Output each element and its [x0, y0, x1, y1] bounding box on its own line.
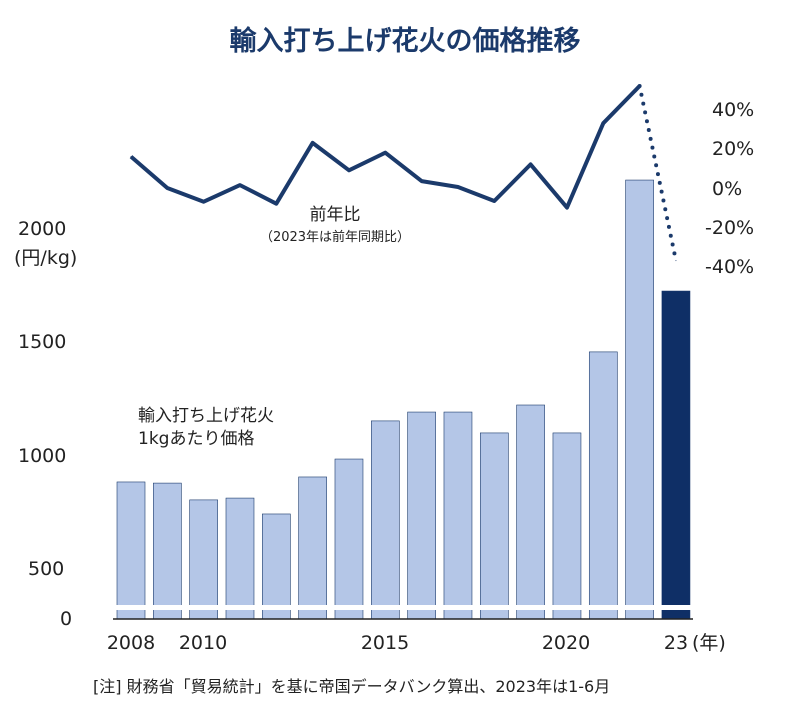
bar-2011	[225, 497, 255, 620]
y-tick-1500: 1500	[18, 331, 66, 353]
bar-series-label-2: 1kgあたり価格	[138, 429, 254, 449]
yoy-point-2021	[602, 122, 604, 124]
bar-2021	[588, 351, 618, 620]
y-tick-2000: 2000	[18, 218, 66, 240]
bar-2022	[625, 179, 654, 620]
yoy-point-2014	[348, 169, 350, 171]
yoy-point-2009	[166, 187, 168, 189]
yoy-point-2011	[239, 184, 241, 186]
chart-title: 輸入打ち上げ花火の価格推移	[230, 25, 581, 57]
bar-2012	[262, 513, 291, 620]
yoy-point-2015	[384, 152, 386, 154]
bar-2020	[552, 432, 582, 620]
axis-break	[110, 605, 700, 610]
yoy-point-2023	[675, 260, 677, 262]
yoy-point-2010	[203, 201, 205, 203]
right-tick-neg20: -20%	[705, 217, 754, 239]
x-unit-label: (年)	[692, 632, 726, 654]
right-tick-0: 0%	[712, 178, 742, 200]
bar-2009	[153, 482, 182, 620]
y-tick-500: 500	[28, 558, 64, 580]
yoy-line-solid	[129, 84, 642, 210]
yoy-point-2008	[130, 156, 132, 158]
bar-2013	[298, 476, 327, 620]
yoy-line-dotted	[637, 83, 678, 263]
bar-2010	[189, 499, 218, 620]
right-tick-neg40: -40%	[705, 256, 754, 278]
y-tick-1000: 1000	[18, 445, 66, 467]
yoy-point-2017	[457, 186, 459, 188]
source-note: [注] 財務省「貿易統計」を基に帝国データバンク算出、2023年は1-6月	[93, 677, 610, 696]
y-tick-0: 0	[60, 608, 72, 630]
x-tick-2015: 2015	[361, 632, 409, 654]
yoy-line	[129, 83, 678, 263]
bars	[116, 179, 691, 620]
bar-2018	[479, 432, 509, 620]
bar-2016	[407, 411, 436, 620]
x-tick-2010: 2010	[179, 632, 227, 654]
y-unit-label: (円/kg)	[14, 247, 77, 269]
bar-2014	[334, 458, 364, 620]
x-tick-2020: 2020	[542, 632, 590, 654]
line-series-label: 前年比	[310, 205, 361, 225]
yoy-point-2022	[639, 85, 641, 87]
right-tick-40: 40%	[712, 99, 754, 121]
right-tick-20: 20%	[712, 138, 754, 160]
yoy-point-2016	[421, 180, 423, 182]
bar-series-label-1: 輸入打ち上げ花火	[138, 406, 274, 426]
axis-break-gap	[110, 605, 700, 610]
bar-2015	[371, 420, 400, 620]
bar-2019	[516, 404, 545, 620]
yoy-point-2018	[493, 200, 495, 202]
yoy-point-2020	[566, 207, 568, 209]
bar-2008	[116, 481, 146, 620]
bar-2023	[661, 290, 691, 620]
yoy-point-2019	[530, 163, 532, 165]
x-tick-2008: 2008	[107, 632, 155, 654]
yoy-point-2013	[312, 142, 314, 144]
x-tick-2023: 23	[664, 632, 688, 654]
bar-2017	[443, 411, 473, 620]
line-series-sublabel: （2023年は前年同期比）	[260, 229, 410, 245]
yoy-point-2012	[275, 203, 277, 205]
